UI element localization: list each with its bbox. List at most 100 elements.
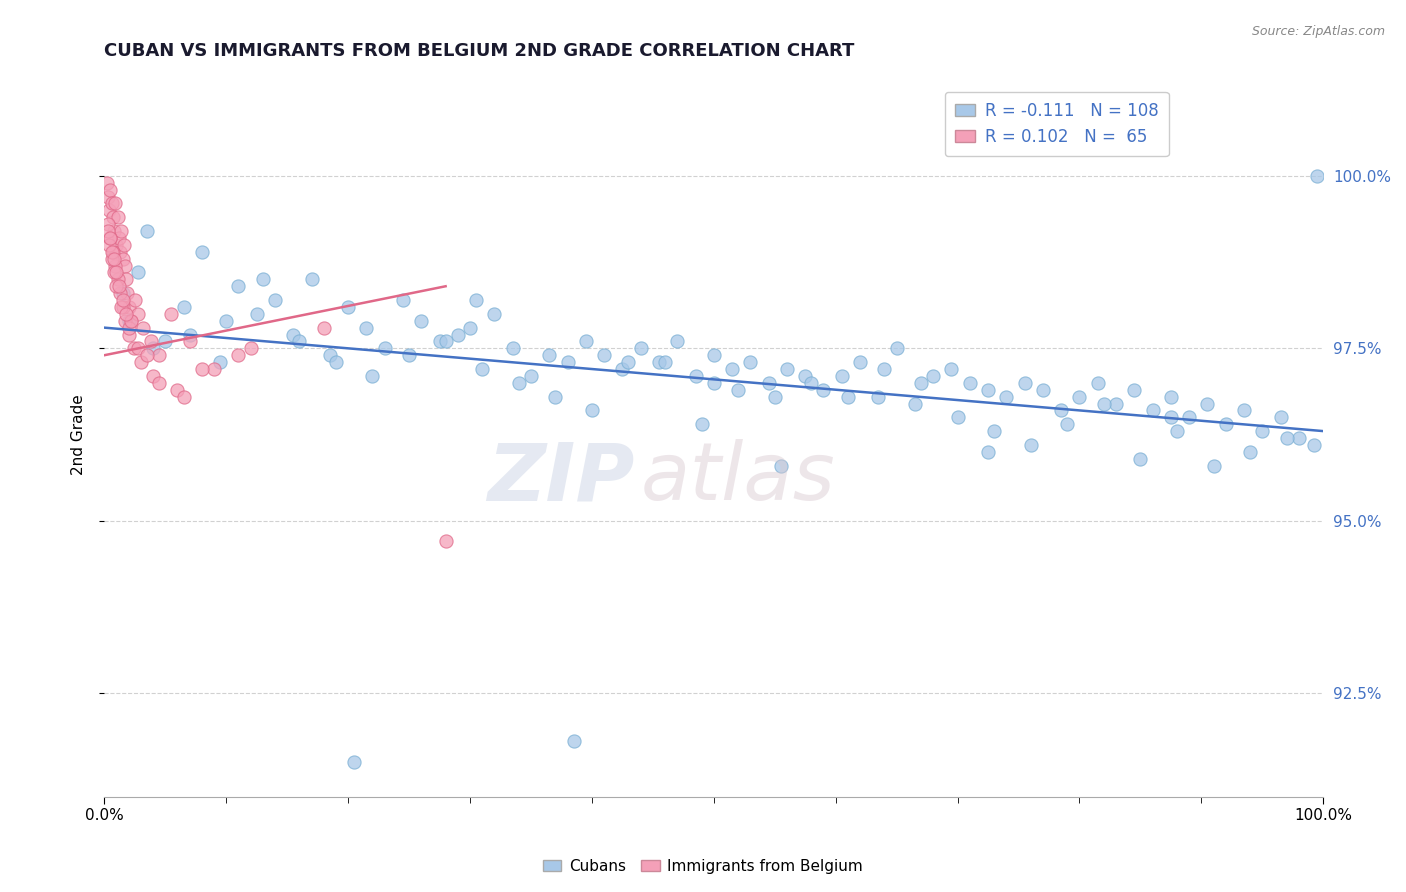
Point [111, 300, 134, 314]
Point [108, 279, 131, 293]
Point [100, 231, 122, 245]
Point [114, 314, 136, 328]
Point [721, 362, 744, 376]
Point [411, 314, 433, 328]
Point [173, 390, 195, 404]
Point [115, 272, 138, 286]
Point [612, 362, 634, 376]
Point [148, 376, 170, 390]
Point [959, 376, 981, 390]
Point [1306, 169, 1329, 183]
Point [575, 334, 598, 349]
Point [120, 314, 142, 328]
Point [215, 314, 238, 328]
Point [995, 390, 1018, 404]
Point [868, 390, 890, 404]
Point [374, 342, 396, 356]
Text: atlas: atlas [641, 439, 835, 517]
Point [904, 396, 927, 410]
Point [703, 348, 725, 362]
Point [124, 293, 146, 307]
Point [108, 244, 131, 259]
Point [685, 368, 707, 383]
Point [179, 334, 201, 349]
Point [103, 265, 125, 279]
Point [136, 224, 159, 238]
Point [228, 348, 250, 362]
Point [794, 368, 817, 383]
Point [800, 376, 823, 390]
Point [666, 334, 689, 349]
Point [114, 259, 136, 273]
Point [977, 444, 1000, 458]
Point [117, 286, 139, 301]
Point [1142, 403, 1164, 417]
Point [1019, 438, 1042, 452]
Point [1050, 403, 1073, 417]
Point [831, 368, 853, 383]
Point [319, 348, 342, 362]
Point [1129, 451, 1152, 466]
Point [191, 362, 214, 376]
Point [179, 327, 201, 342]
Point [252, 272, 274, 286]
Point [127, 307, 149, 321]
Point [740, 355, 762, 369]
Point [101, 211, 124, 225]
Point [465, 293, 488, 307]
Point [922, 368, 945, 383]
Point [1056, 417, 1078, 432]
Text: Source: ZipAtlas.com: Source: ZipAtlas.com [1251, 25, 1385, 38]
Point [1092, 396, 1115, 410]
Point [1251, 424, 1274, 438]
Point [849, 355, 872, 369]
Point [1275, 431, 1298, 445]
Point [105, 265, 128, 279]
Point [105, 238, 128, 252]
Point [101, 244, 124, 259]
Point [283, 327, 305, 342]
Point [983, 424, 1005, 438]
Point [1178, 410, 1201, 425]
Point [173, 300, 195, 314]
Point [648, 355, 671, 369]
Point [343, 755, 366, 769]
Point [1123, 383, 1146, 397]
Point [122, 342, 145, 356]
Point [873, 362, 896, 376]
Point [946, 410, 969, 425]
Point [356, 320, 378, 334]
Point [98, 238, 121, 252]
Point [941, 362, 963, 376]
Point [471, 362, 494, 376]
Point [1239, 444, 1261, 458]
Point [690, 417, 713, 432]
Point [148, 348, 170, 362]
Legend: R = -0.111   N = 108, R = 0.102   N =  65: R = -0.111 N = 108, R = 0.102 N = 65 [945, 92, 1168, 156]
Point [142, 342, 165, 356]
Point [1087, 376, 1109, 390]
Point [630, 342, 652, 356]
Point [447, 327, 470, 342]
Point [118, 300, 141, 314]
Point [776, 362, 799, 376]
Point [484, 307, 506, 321]
Point [1105, 396, 1128, 410]
Point [96, 176, 118, 190]
Point [127, 265, 149, 279]
Y-axis label: 2nd Grade: 2nd Grade [72, 394, 86, 475]
Point [301, 272, 323, 286]
Point [557, 355, 579, 369]
Point [1166, 424, 1188, 438]
Point [1270, 410, 1292, 425]
Point [111, 252, 134, 266]
Point [97, 224, 120, 238]
Point [105, 279, 128, 293]
Point [136, 348, 159, 362]
Point [837, 390, 859, 404]
Point [100, 252, 122, 266]
Point [129, 355, 152, 369]
Point [520, 368, 543, 383]
Point [544, 390, 567, 404]
Point [434, 334, 457, 349]
